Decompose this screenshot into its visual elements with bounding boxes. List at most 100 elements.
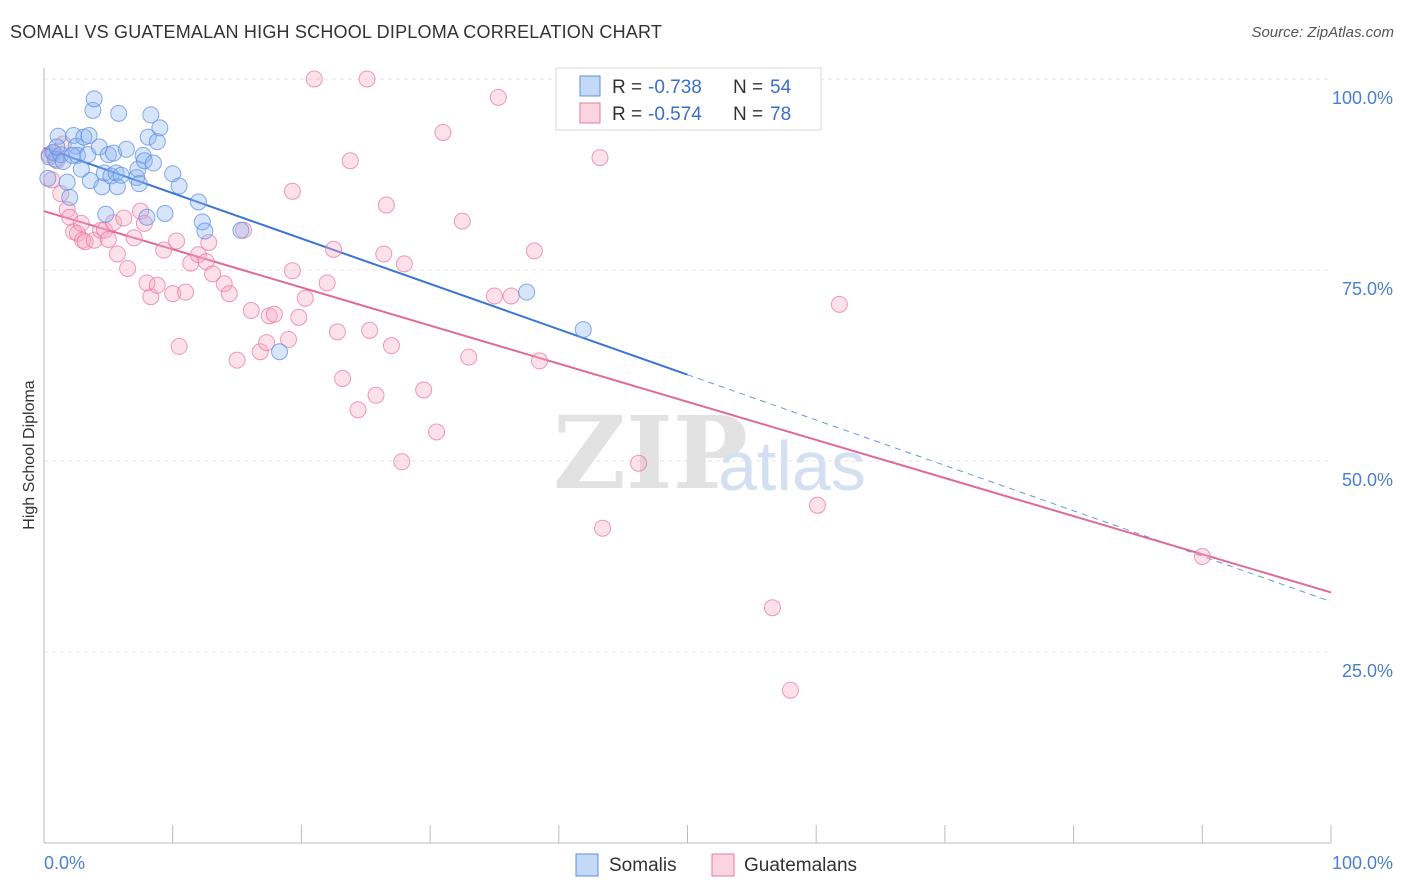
guatemalan-point	[138, 274, 156, 292]
guatemalan-point	[265, 305, 283, 323]
guatemalan-point	[375, 245, 393, 263]
guatemalan-point	[204, 265, 222, 283]
y-tick-label: 25.0%	[1342, 661, 1393, 681]
guatemalan-point	[85, 231, 103, 249]
guatemalan-point	[283, 182, 301, 200]
guatemalan-point	[325, 240, 343, 258]
somali-point	[48, 138, 66, 156]
guatemalan-point	[393, 453, 411, 471]
guatemalan-point	[485, 287, 503, 305]
stats-r-label-guatemalans: R =	[612, 104, 642, 125]
somali-point	[189, 193, 207, 211]
guatemalan-point	[358, 70, 376, 88]
guatemalan-point	[377, 196, 395, 214]
guatemalan-point	[594, 519, 612, 537]
somali-point	[170, 177, 188, 195]
somali-point	[117, 140, 135, 158]
guatemalan-point	[349, 401, 367, 419]
somali-point	[232, 221, 250, 239]
guatemalan-point	[1193, 548, 1211, 565]
somali-point	[58, 173, 76, 191]
watermark-atlas: atlas	[718, 427, 866, 505]
somali-point	[271, 343, 289, 361]
stats-n-value-guatemalans: 78	[770, 104, 791, 125]
guatemalan-point	[415, 381, 433, 399]
guatemalan-point	[453, 212, 471, 230]
y-tick-label: 50.0%	[1342, 470, 1393, 490]
guatemalan-point	[280, 331, 298, 349]
guatemalan-point	[220, 285, 238, 303]
guatemalan-point	[164, 285, 182, 303]
y-tick-label: 75.0%	[1342, 279, 1393, 299]
somali-point	[151, 119, 169, 137]
somali-point	[138, 208, 156, 226]
source-label: Source: ZipAtlas.com	[1251, 24, 1394, 41]
guatemalan-point	[242, 301, 260, 319]
guatemalan-point	[328, 323, 346, 341]
somali-point	[148, 133, 166, 151]
guatemalan-point	[74, 231, 92, 249]
guatemalan-point	[200, 233, 218, 251]
somali-point	[196, 222, 214, 240]
guatemalan-point	[489, 88, 507, 106]
legend-swatch-guatemalans	[711, 853, 735, 877]
guatemalan-point	[72, 214, 90, 232]
stats-box: R = -0.738 N = 54 R = -0.574 N = 78	[555, 67, 822, 131]
guatemalan-point	[361, 321, 379, 339]
guatemalan-point	[76, 233, 94, 251]
y-tick-label: 100.0%	[1332, 88, 1393, 108]
guatemalan-point	[341, 152, 359, 170]
somali-trend-extension	[687, 374, 1332, 603]
stats-swatch-guatemalans	[579, 102, 601, 124]
somali-point	[108, 178, 126, 196]
stats-n-value-somalis: 54	[770, 77, 792, 98]
data-points	[39, 70, 1211, 699]
guatemalan-point	[808, 496, 826, 514]
stats-n-label-somalis: N =	[733, 77, 763, 98]
somali-point	[110, 104, 128, 122]
guatemalan-point	[215, 275, 233, 293]
somali-point	[139, 128, 157, 146]
guatemalan-point	[283, 262, 301, 280]
y-tick-labels: 25.0% 50.0% 75.0% 100.0%	[1332, 88, 1393, 681]
x-tick-label-max: 100.0%	[1332, 853, 1393, 873]
somali-point	[72, 160, 90, 178]
somali-point	[130, 175, 148, 193]
guatemalan-point	[170, 337, 188, 355]
legend-label-somalis: Somalis	[609, 855, 677, 876]
somali-point	[112, 166, 130, 184]
watermark-zip: ZIP	[553, 394, 748, 512]
watermark: ZIP atlas	[553, 394, 866, 512]
guatemalan-point	[119, 259, 137, 277]
guatemalan-point	[367, 386, 385, 404]
guatemalan-point	[318, 274, 336, 292]
guatemalan-point	[428, 423, 446, 441]
guatemalan-point	[155, 241, 173, 259]
guatemalan-point	[99, 230, 117, 248]
x-tick-labels: 0.0% 100.0%	[44, 853, 1393, 873]
guatemalan-point	[290, 308, 308, 326]
somali-point	[104, 144, 122, 162]
guatemalan-trend-line	[43, 210, 1332, 594]
somali-point	[54, 153, 72, 171]
guatemalan-point	[395, 255, 413, 273]
stats-n-label-guatemalans: N =	[733, 104, 763, 125]
guatemalan-point	[591, 149, 609, 167]
guatemalan-point	[460, 348, 478, 366]
guatemalan-point	[382, 337, 400, 355]
stats-r-label-somalis: R =	[612, 77, 642, 98]
legend-label-guatemalans: Guatemalans	[744, 855, 857, 876]
legend-swatch-somalis	[575, 853, 599, 877]
guatemalan-point	[115, 209, 133, 227]
somali-point	[518, 283, 536, 301]
guatemalan-point	[168, 232, 186, 250]
somali-point	[63, 146, 81, 164]
stats-r-value-somalis: -0.738	[648, 77, 702, 98]
somali-point	[39, 169, 57, 187]
guatemalan-point	[781, 681, 799, 699]
guatemalan-point	[108, 245, 126, 263]
trend-lines	[43, 146, 1332, 603]
guatemalan-point	[251, 343, 269, 361]
guatemalan-point	[763, 599, 781, 617]
chart-title: SOMALI VS GUATEMALAN HIGH SCHOOL DIPLOMA…	[10, 22, 663, 42]
